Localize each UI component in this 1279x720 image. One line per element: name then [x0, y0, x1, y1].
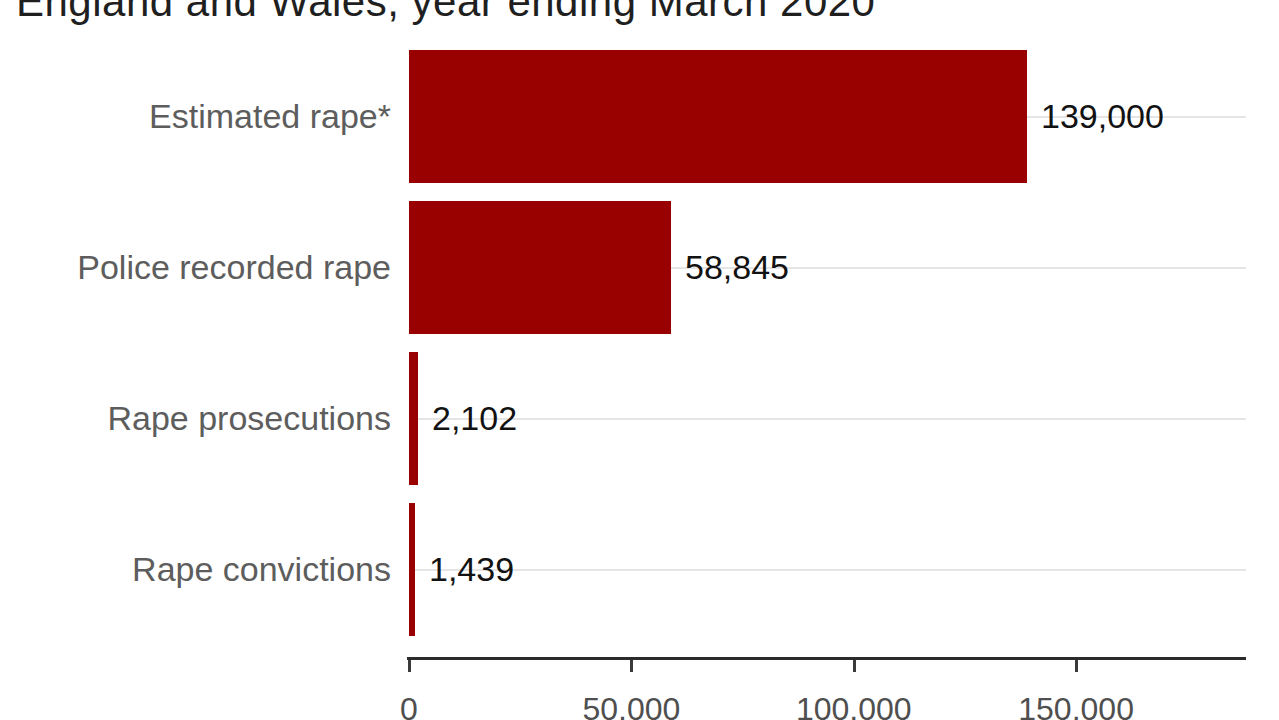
x-axis-line	[407, 657, 1246, 660]
bar	[409, 50, 1027, 183]
category-label: Rape convictions	[0, 494, 391, 645]
row-gridline	[409, 569, 1246, 571]
x-axis-tick	[853, 660, 856, 672]
category-label: Police recorded rape	[0, 192, 391, 343]
row-gridline	[409, 418, 1246, 420]
x-axis-tick-label: 0	[400, 691, 418, 720]
bar	[409, 503, 415, 636]
chart-row: Rape prosecutions 2,102	[0, 343, 1279, 494]
value-label: 2,102	[432, 343, 517, 494]
x-axis-tick	[408, 660, 411, 672]
value-label: 58,845	[685, 192, 789, 343]
chart-row: Estimated rape* 139,000	[0, 41, 1279, 192]
chart-title: England and Wales, year ending March 202…	[16, 0, 875, 26]
x-axis-tick-label: 150,000	[1018, 691, 1134, 720]
category-label: Estimated rape*	[0, 41, 391, 192]
chart-row: Police recorded rape 58,845	[0, 192, 1279, 343]
category-label: Rape prosecutions	[0, 343, 391, 494]
x-axis-tick-label: 50,000	[582, 691, 680, 720]
chart-row: Rape convictions 1,439	[0, 494, 1279, 645]
bar-chart: England and Wales, year ending March 202…	[0, 0, 1279, 720]
x-axis-tick	[630, 660, 633, 672]
x-axis-tick	[1075, 660, 1078, 672]
value-label: 1,439	[429, 494, 514, 645]
bar	[409, 352, 418, 485]
x-axis-tick-label: 100,000	[796, 691, 912, 720]
bar	[409, 201, 671, 334]
value-label: 139,000	[1041, 41, 1164, 192]
